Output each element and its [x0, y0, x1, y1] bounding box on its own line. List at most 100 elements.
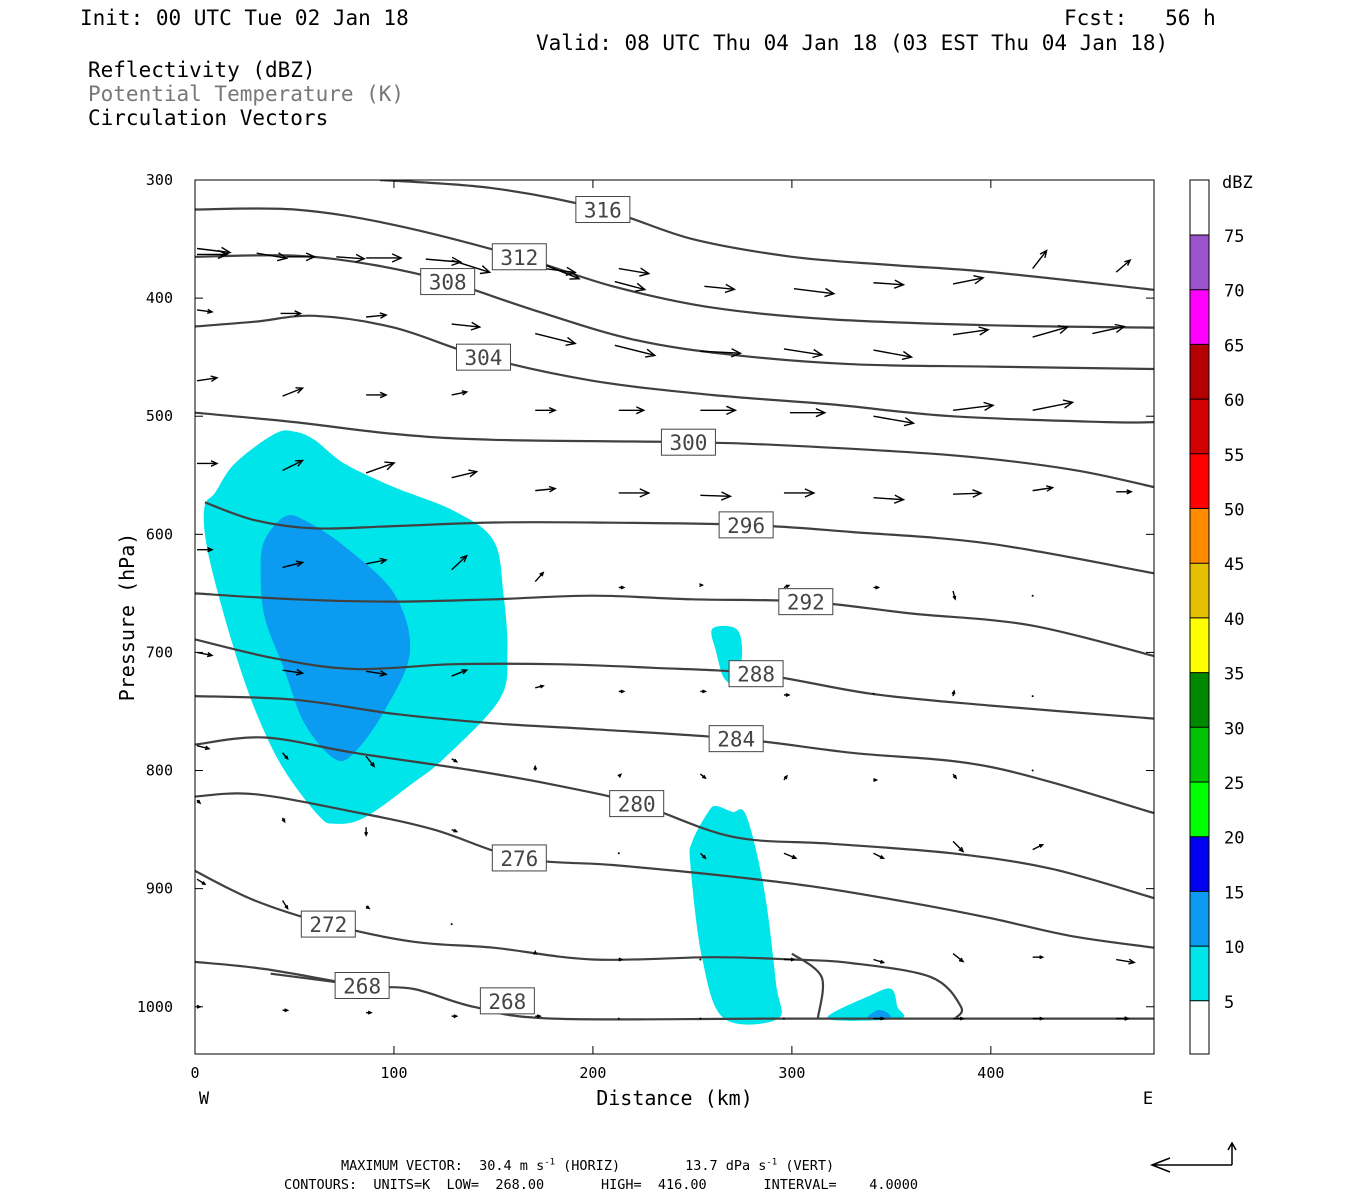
- circulation-vector: [952, 840, 965, 853]
- colorbar-swatch: [1190, 399, 1209, 454]
- theta-contour-284: [195, 695, 1154, 815]
- circulation-vector: [873, 1016, 886, 1021]
- circulation-vector: [793, 287, 836, 298]
- contour-label-288: 288: [728, 660, 784, 688]
- circulation-vector: [700, 405, 738, 416]
- circulation-vector: [952, 953, 965, 963]
- contour-info-note: CONTOURS: UNITS=K LOW= 268.00 HIGH= 416.…: [284, 1177, 918, 1193]
- y-tick-label: 900: [146, 880, 173, 898]
- colorbar-level-label: 35: [1224, 665, 1244, 685]
- circulation-vector: [451, 469, 479, 479]
- circulation-vector: [451, 554, 468, 571]
- colorbar-title: dBZ: [1222, 173, 1253, 193]
- circulation-vector: [617, 852, 620, 855]
- y-tick-label: 600: [146, 525, 173, 543]
- circulation-vector: [952, 773, 958, 780]
- circulation-vector: [700, 689, 708, 694]
- colorbar-swatch: [1190, 235, 1209, 290]
- theta-contour-304: [195, 314, 1154, 424]
- svg-text:276: 276: [500, 847, 538, 871]
- valid-time: Valid: 08 UTC Thu 04 Jan 18 (03 EST Thu …: [536, 31, 1169, 55]
- axes: 300 400 500 600 700 800 900 1000 0 100 200 300 400 W E…: [115, 171, 1154, 1110]
- svg-text:272: 272: [309, 913, 347, 937]
- init-time: Init: 00 UTC Tue 02 Jan 18: [80, 6, 409, 30]
- contour-label-extra-0: 268: [479, 987, 535, 1015]
- colorbar-swatch: [1190, 563, 1209, 618]
- circulation-vector: [336, 253, 367, 263]
- colorbar-swatch: [1190, 453, 1209, 509]
- circulation-vector: [704, 283, 737, 294]
- circulation-vector: [451, 1014, 459, 1019]
- circulation-vector: [1032, 1016, 1045, 1021]
- circulation-vector: [1032, 485, 1055, 492]
- circulation-vector: [699, 852, 707, 860]
- y-tick-label: 700: [146, 643, 173, 661]
- circulation-vector: [873, 777, 879, 782]
- circulation-vector: [700, 491, 733, 501]
- circulation-vector: [282, 752, 289, 761]
- circulation-vector: [699, 773, 707, 780]
- circulation-vector: [1116, 489, 1133, 495]
- circulation-vector: [1032, 399, 1075, 411]
- colorbar-swatch: [1190, 836, 1209, 892]
- circulation-vector: [617, 773, 623, 778]
- circulation-vector: [282, 459, 305, 472]
- colorbar-swatch: [1190, 672, 1209, 728]
- colorbar-swatch: [1190, 727, 1209, 782]
- circulation-vector: [783, 692, 791, 697]
- circulation-vector: [1032, 325, 1070, 338]
- circulation-vector: [1116, 1016, 1130, 1021]
- circulation-vector: [1032, 249, 1048, 270]
- circulation-vector: [535, 406, 557, 414]
- circulation-vector: [366, 670, 388, 677]
- colorbar-swatch: [1190, 180, 1209, 235]
- colorbar-swatch: [1190, 891, 1209, 947]
- y-tick-label: 500: [146, 407, 173, 425]
- y-tick-label: 1000: [137, 998, 173, 1016]
- contour-labels: 316 312 308 304 300 296 292 288 284 280 276 272 268 2…: [300, 196, 834, 1015]
- circulation-vector: [451, 321, 482, 331]
- circulation-vector: [196, 375, 219, 382]
- circulation-vector: [783, 488, 816, 498]
- y-tick-label: 800: [146, 762, 173, 780]
- svg-text:280: 280: [618, 793, 656, 817]
- colorbar-swatch: [1190, 289, 1209, 345]
- circulation-vector: [873, 852, 886, 859]
- theta-contour-308: [195, 254, 1154, 371]
- x-end-east: E: [1143, 1089, 1153, 1109]
- svg-text:300: 300: [669, 431, 707, 455]
- circulation-vector: [1031, 769, 1034, 772]
- colorbar-level-label: 5: [1224, 993, 1234, 1013]
- contour-label-304: 304: [455, 343, 511, 371]
- colorbar-swatch: [1190, 782, 1209, 837]
- circulation-vector: [197, 460, 219, 467]
- circulation-vector: [952, 590, 957, 601]
- circulation-vector: [281, 900, 289, 910]
- circulation-vector: [282, 560, 305, 569]
- contour-label-296: 296: [718, 511, 774, 539]
- svg-text:304: 304: [465, 346, 503, 370]
- circulation-vector: [618, 957, 624, 962]
- y-tick-label: 300: [146, 171, 173, 189]
- circulation-vectors: [196, 246, 1136, 1021]
- circulation-vector: [873, 585, 881, 590]
- circulation-vector: [872, 692, 875, 695]
- colorbar-swatch: [1190, 946, 1209, 1001]
- colorbar-level-label: 40: [1224, 610, 1244, 630]
- circulation-vector: [451, 758, 459, 763]
- colorbar-level-label: 10: [1224, 938, 1244, 958]
- colorbar-level-label: 50: [1224, 501, 1244, 521]
- theta-contour-288: [195, 638, 1154, 720]
- colorbar-level-label: 30: [1224, 719, 1244, 739]
- circulation-vector: [783, 852, 798, 859]
- legend-circulation-vectors: Circulation Vectors: [88, 106, 329, 130]
- circulation-vector: [618, 488, 651, 498]
- x-axis-label: Distance (km): [596, 1086, 753, 1110]
- reflectivity-region-5dbz-3: [689, 806, 782, 1025]
- contour-label-284: 284: [708, 725, 764, 753]
- contour-label-280: 280: [609, 790, 665, 818]
- colorbar-level-label: 70: [1224, 282, 1244, 302]
- circulation-vector: [366, 312, 388, 319]
- contour-label-276: 276: [491, 844, 547, 872]
